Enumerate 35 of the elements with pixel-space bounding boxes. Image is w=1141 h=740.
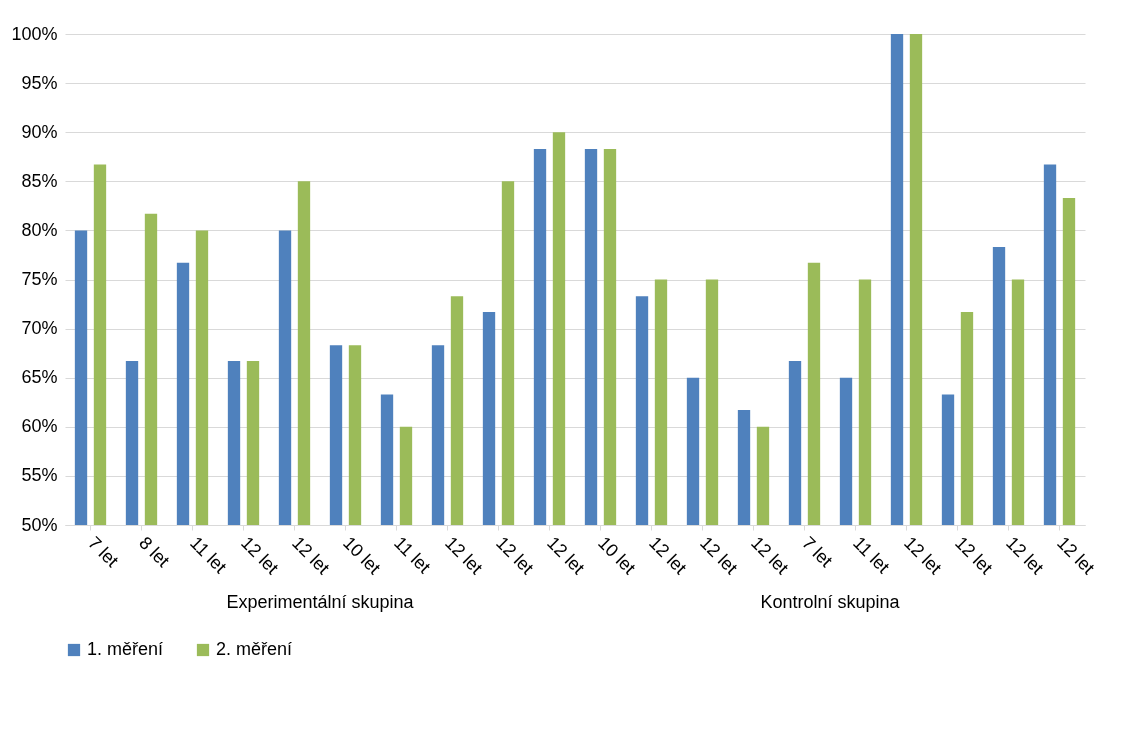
y-tick-label: 80% xyxy=(21,219,58,240)
x-tick-label: 12 let xyxy=(900,532,946,579)
legend-label: 1. měření xyxy=(87,639,164,659)
y-tick-label: 75% xyxy=(21,269,58,289)
x-tick-label: 12 let xyxy=(441,532,487,579)
x-tick-label: 12 let xyxy=(1053,532,1099,579)
y-tick-label: 65% xyxy=(21,367,58,388)
x-tick-label: 12 let xyxy=(237,532,283,579)
x-tick-label: 7 let xyxy=(84,532,123,571)
text: Kontrolní skupina xyxy=(760,592,901,612)
x-tick-label: 12 let xyxy=(645,532,691,579)
y-tick-label: 60% xyxy=(21,416,58,437)
y-tick-label: 95% xyxy=(21,72,58,93)
y-tick-label: 50% xyxy=(21,514,58,535)
legend-label: 2. měření xyxy=(216,639,293,659)
x-tick-label: 10 let xyxy=(594,532,640,579)
x-tick-label: 12 let xyxy=(951,532,997,579)
x-tick-label: 12 let xyxy=(543,532,589,579)
y-tick-label: 55% xyxy=(21,465,58,486)
text: Experimentální skupina xyxy=(226,592,415,612)
y-tick-label: 85% xyxy=(21,170,58,191)
x-tick-label: 11 let xyxy=(186,532,231,578)
x-tick-label: 12 let xyxy=(1002,532,1048,579)
x-tick-label: 7 let xyxy=(798,532,837,571)
x-tick-label: 11 let xyxy=(390,532,435,578)
x-tick-label: 12 let xyxy=(696,532,742,579)
x-tick-label: 11 let xyxy=(849,532,894,578)
x-tick-label: 10 let xyxy=(339,532,385,579)
x-tick-label: 8 let xyxy=(135,532,174,571)
y-tick-label: 70% xyxy=(21,318,58,339)
x-tick-label: 12 let xyxy=(288,532,334,579)
x-tick-label: 12 let xyxy=(747,532,793,579)
y-tick-label: 90% xyxy=(21,121,58,142)
x-tick-label: 12 let xyxy=(492,532,538,579)
y-tick-label: 100% xyxy=(11,23,58,44)
